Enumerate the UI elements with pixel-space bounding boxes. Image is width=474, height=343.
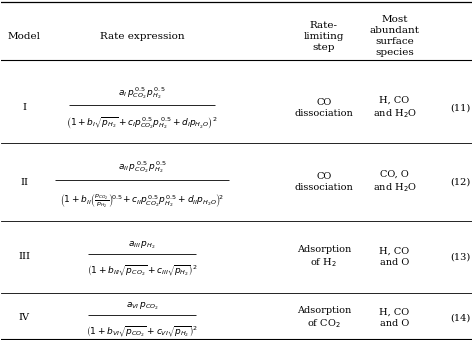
Text: (13): (13): [450, 252, 471, 261]
Text: CO
dissociation: CO dissociation: [294, 172, 353, 192]
Text: H, CO
and O: H, CO and O: [380, 308, 410, 328]
Text: Adsorption
of CO$_2$: Adsorption of CO$_2$: [297, 306, 351, 330]
Text: CO
dissociation: CO dissociation: [294, 97, 353, 118]
Text: $\left(1+b_{I}\sqrt{p_{H_2}}+c_{I}p_{CO_2}^{\,0.5}p_{H_2}^{\,0.5}+d_{I}p_{H_2O}\: $\left(1+b_{I}\sqrt{p_{H_2}}+c_{I}p_{CO_…: [66, 115, 218, 131]
Text: I: I: [22, 103, 26, 112]
Text: $\left(1+b_{II}\left(\frac{p_{CO_2}}{p_{H_2}}\right)^{\!0.5}\!+c_{II}p_{CO_2}^{\: $\left(1+b_{II}\left(\frac{p_{CO_2}}{p_{…: [60, 192, 224, 210]
Text: $\left(1+b_{VI}\sqrt{p_{CO_2}}+c_{VI}\sqrt{p_{H_2}}\right)^2$: $\left(1+b_{VI}\sqrt{p_{CO_2}}+c_{VI}\sq…: [86, 325, 198, 339]
Text: Model: Model: [8, 32, 41, 41]
Text: IV: IV: [19, 314, 30, 322]
Text: $a_{VI}\,p_{CO_2}$: $a_{VI}\,p_{CO_2}$: [126, 300, 159, 312]
Text: $a_{III}\,p_{H_2}$: $a_{III}\,p_{H_2}$: [128, 239, 156, 251]
Text: Most
abundant
surface
species: Most abundant surface species: [370, 15, 419, 58]
Text: Adsorption
of H$_2$: Adsorption of H$_2$: [297, 245, 351, 269]
Text: $\left(1+b_{III}\sqrt{p_{CO_2}}+c_{III}\sqrt{p_{H_2}}\right)^2$: $\left(1+b_{III}\sqrt{p_{CO_2}}+c_{III}\…: [87, 264, 198, 278]
Text: $a_{I}\,p_{CO_2}^{\,0.5}\,p_{H_2}^{\,0.5}$: $a_{I}\,p_{CO_2}^{\,0.5}\,p_{H_2}^{\,0.5…: [118, 85, 166, 101]
Text: $a_{II}\,p_{CO_2}^{\,0.5}\,p_{H_2}^{\,0.5}$: $a_{II}\,p_{CO_2}^{\,0.5}\,p_{H_2}^{\,0.…: [118, 159, 167, 175]
Text: H, CO
and H$_2$O: H, CO and H$_2$O: [373, 95, 417, 120]
Text: II: II: [20, 178, 28, 187]
Text: (14): (14): [450, 314, 471, 322]
Text: III: III: [18, 252, 30, 261]
Text: CO, O
and H$_2$O: CO, O and H$_2$O: [373, 170, 417, 194]
Text: Rate expression: Rate expression: [100, 32, 184, 41]
Text: Rate-
limiting
step: Rate- limiting step: [303, 21, 344, 52]
Text: (11): (11): [450, 103, 471, 112]
Text: (12): (12): [450, 178, 471, 187]
Text: H, CO
and O: H, CO and O: [380, 247, 410, 267]
